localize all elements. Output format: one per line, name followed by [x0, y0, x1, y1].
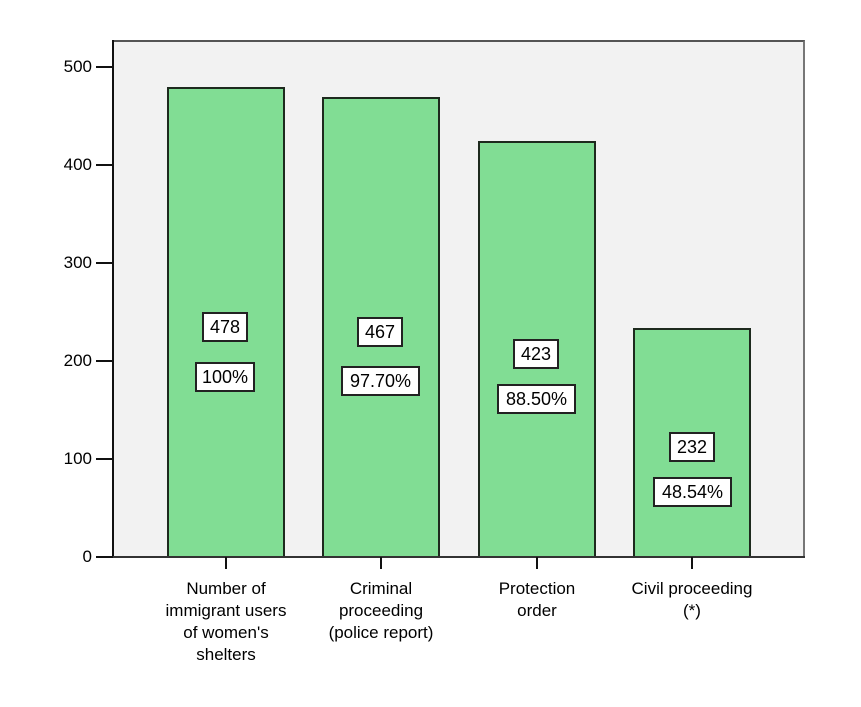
y-tick-label: 0	[82, 547, 92, 566]
x-label-line: Protection	[498, 579, 576, 598]
y-tick	[96, 360, 113, 362]
y-tick-label: 400	[63, 155, 92, 174]
x-label-criminal-proceeding: Criminal proceeding (police report)	[301, 578, 461, 644]
x-tick	[691, 557, 693, 569]
x-tick	[536, 557, 538, 569]
percent-label: 48.54%	[653, 477, 732, 507]
y-axis-line	[112, 40, 114, 558]
x-label-line: Civil proceeding	[631, 579, 753, 598]
count-label: 423	[513, 339, 559, 369]
x-label-line: immigrant users	[165, 601, 287, 620]
y-tick	[96, 164, 113, 166]
x-label-line: order	[517, 601, 557, 620]
x-tick	[380, 557, 382, 569]
x-label-protection-order: Protection order	[457, 578, 617, 622]
y-tick-label: 500	[63, 57, 92, 76]
x-label-line: proceeding	[338, 601, 424, 620]
x-label-line: (police report)	[328, 623, 434, 642]
x-label-line: Number of	[186, 579, 266, 598]
count-label: 478	[202, 312, 248, 342]
x-label-line: shelters	[196, 645, 256, 664]
percent-label: 100%	[195, 362, 255, 392]
x-label-line: (*)	[683, 601, 701, 620]
x-label-immigrant-users: Number of immigrant users of women's she…	[146, 578, 306, 666]
x-label-civil-proceeding: Civil proceeding (*)	[612, 578, 772, 622]
count-label: 467	[357, 317, 403, 347]
y-tick	[96, 458, 113, 460]
x-axis-line	[96, 556, 805, 558]
count-label: 232	[669, 432, 715, 462]
x-label-line: of women's	[183, 623, 269, 642]
y-tick	[96, 556, 113, 558]
y-tick-label: 300	[63, 253, 92, 272]
y-tick	[96, 262, 113, 264]
y-tick	[96, 66, 113, 68]
y-tick-label: 100	[63, 449, 92, 468]
percent-label: 88.50%	[497, 384, 576, 414]
y-tick-label: 200	[63, 351, 92, 370]
x-label-line: Criminal	[349, 579, 413, 598]
percent-label: 97.70%	[341, 366, 420, 396]
x-tick	[225, 557, 227, 569]
